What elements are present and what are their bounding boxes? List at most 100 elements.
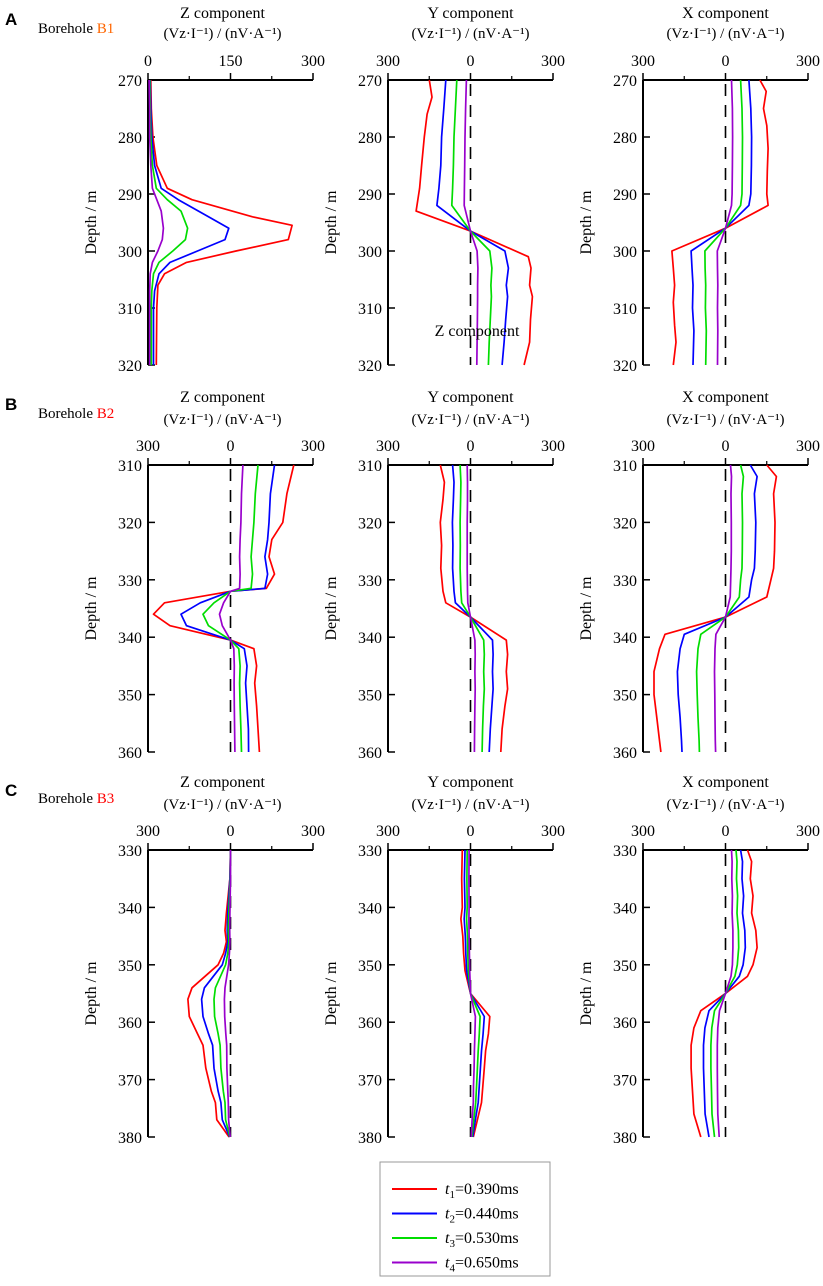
series-line-t4 — [716, 79, 734, 366]
legend-t-symbol: t — [445, 1206, 450, 1223]
y-tick-label: 320 — [613, 358, 637, 375]
y-tick-label: 320 — [358, 358, 382, 375]
y-tick-label: 320 — [358, 515, 382, 532]
series-line-t3 — [465, 849, 481, 1138]
x-tick-label: 150 — [219, 53, 243, 70]
y-tick-label: 270 — [613, 73, 637, 90]
chart-title: Y component — [427, 774, 514, 791]
y-tick-label: 290 — [613, 187, 637, 204]
borehole-prefix: Borehole — [38, 791, 97, 807]
legend-value: =0.390ms — [455, 1181, 519, 1198]
borehole-label: Borehole B1 — [38, 21, 114, 37]
x-tick-label: 300 — [376, 53, 400, 70]
y-tick-label: 360 — [613, 1015, 637, 1032]
series-line-t4 — [466, 464, 477, 753]
chart-title: Z component — [180, 5, 265, 22]
x-tick-label: 300 — [301, 438, 325, 455]
borehole-prefix: Borehole — [38, 406, 97, 422]
x-axis-label: (Vz·I⁻¹) / (nV·A⁻¹) — [666, 412, 784, 428]
series-line-t1 — [653, 464, 778, 753]
series-line-t3 — [695, 464, 745, 753]
series-line-t2 — [180, 464, 276, 753]
series-line-t2 — [436, 79, 510, 366]
legend-subscript: 2 — [449, 1214, 455, 1226]
series-line-t2 — [676, 464, 758, 753]
borehole-name: B1 — [97, 21, 115, 37]
y-tick-label: 290 — [118, 187, 142, 204]
x-tick-label: 300 — [541, 823, 565, 840]
y-axis-label: Depth / m — [578, 576, 595, 641]
y-tick-label: 340 — [118, 630, 142, 647]
series-line-t2 — [200, 849, 232, 1138]
series-line-t4 — [223, 850, 232, 1138]
borehole-prefix: Borehole — [38, 21, 97, 37]
y-tick-label: 330 — [118, 843, 142, 860]
y-tick-label: 380 — [118, 1130, 142, 1147]
y-tick-label: 370 — [358, 1073, 382, 1090]
y-tick-label: 330 — [613, 573, 637, 590]
chart-title: Y component — [427, 389, 514, 406]
y-tick-label: 350 — [118, 958, 142, 975]
x-tick-label: 0 — [227, 438, 235, 455]
x-tick-label: 0 — [722, 438, 730, 455]
x-tick-label: 300 — [301, 823, 325, 840]
y-tick-label: 350 — [613, 958, 637, 975]
y-tick-label: 280 — [118, 130, 142, 147]
series-line-t2 — [702, 849, 747, 1138]
series-line-t1 — [690, 849, 758, 1138]
chart-title: X component — [682, 774, 769, 791]
x-tick-label: 300 — [136, 438, 160, 455]
legend-subscript: 4 — [449, 1263, 455, 1275]
series-line-t1 — [149, 79, 293, 366]
series-line-t2 — [149, 79, 230, 365]
chart-title: Z component — [180, 774, 265, 791]
series-line-t4 — [148, 79, 165, 365]
x-axis-label: (Vz·I⁻¹) / (nV·A⁻¹) — [666, 797, 784, 813]
y-axis-label: Depth / m — [323, 961, 340, 1026]
series-line-t4 — [218, 464, 244, 753]
y-tick-label: 280 — [358, 130, 382, 147]
borehole-name: B2 — [97, 406, 115, 422]
x-tick-label: 300 — [631, 823, 655, 840]
y-tick-label: 310 — [118, 458, 142, 475]
x-axis-label: (Vz·I⁻¹) / (nV·A⁻¹) — [163, 797, 281, 813]
legend-t-symbol: t — [445, 1230, 450, 1247]
y-axis-label: Depth / m — [578, 961, 595, 1026]
y-tick-label: 270 — [358, 73, 382, 90]
y-tick-label: 310 — [118, 301, 142, 318]
series-line-t4 — [468, 849, 477, 1138]
borehole-name: B3 — [97, 791, 115, 807]
y-tick-label: 330 — [358, 843, 382, 860]
legend-value: =0.650ms — [455, 1255, 519, 1272]
legend-subscript: 1 — [449, 1189, 455, 1201]
borehole-label: Borehole B2 — [38, 406, 114, 422]
x-tick-label: 300 — [796, 438, 820, 455]
x-tick-label: 300 — [541, 53, 565, 70]
y-tick-label: 360 — [118, 745, 142, 762]
chart-panel-c-y: Y component (Vz·I⁻¹) / (nV·A⁻¹) 300 0 300 330… — [323, 774, 565, 1147]
chart-panel-c-z: Z component(Vz·I⁻¹) / (nV·A⁻¹)300 0 300330… — [83, 774, 325, 1147]
y-tick-label: 320 — [613, 515, 637, 532]
series-line-t3 — [450, 79, 493, 366]
chart-panel-a-x: X component (Vz·I⁻¹) / (nV·A⁻¹) 300 0 300 270… — [578, 5, 820, 375]
series-line-t4 — [713, 464, 733, 753]
legend-label-t3: t3=0.530ms — [445, 1230, 519, 1250]
chart-panel-c-x: X component (Vz·I⁻¹) / (nV·A⁻¹) 300 0 300 330… — [578, 774, 820, 1147]
x-axis-label: (Vz·I⁻¹) / (nV·A⁻¹) — [411, 797, 529, 813]
legend-label-t2: t2=0.440ms — [445, 1206, 519, 1226]
x-tick-label: 0 — [144, 53, 152, 70]
y-tick-label: 310 — [613, 458, 637, 475]
x-tick-label: 0 — [467, 53, 475, 70]
series-line-t4 — [463, 79, 479, 366]
legend-value: =0.530ms — [455, 1230, 519, 1247]
chart-panel-a-y: Y component (Vz·I⁻¹) / (nV·A⁻¹) 300 0 300 270… — [323, 5, 565, 375]
borehole-label: Borehole B3 — [38, 791, 114, 807]
x-axis-label: (Vz·I⁻¹) / (nV·A⁻¹) — [411, 26, 529, 42]
x-axis-label: (Vz·I⁻¹) / (nV·A⁻¹) — [163, 26, 281, 42]
y-tick-label: 350 — [358, 958, 382, 975]
series-line-t3 — [148, 79, 189, 365]
series-line-t1 — [460, 849, 491, 1138]
legend-t-symbol: t — [445, 1255, 450, 1272]
